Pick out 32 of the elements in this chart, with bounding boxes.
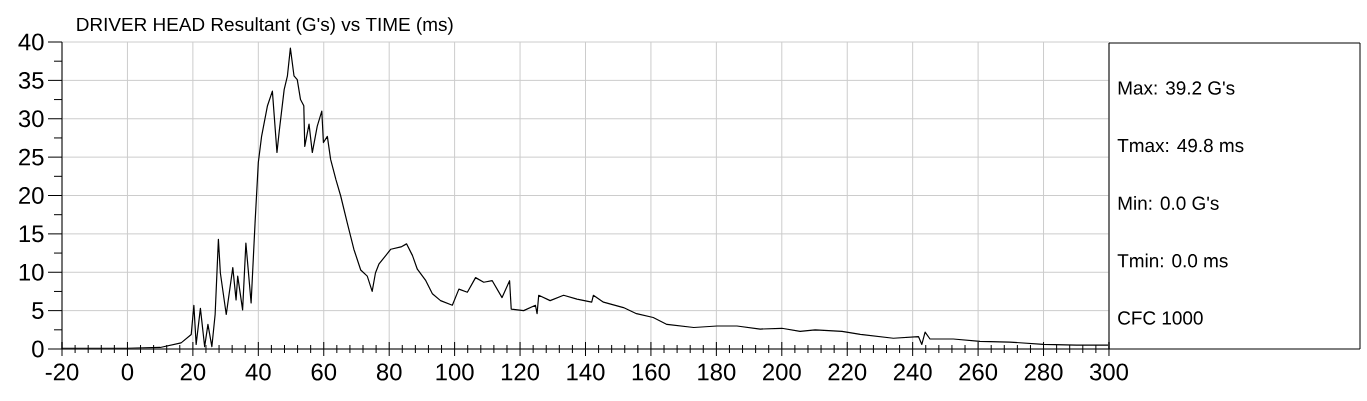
y-tick-label: 15 <box>19 225 44 243</box>
y-tick-label: 0 <box>32 340 44 358</box>
x-tick-label: 160 <box>632 363 670 381</box>
x-tick-label: 200 <box>763 363 801 381</box>
y-tick-label: 40 <box>18 33 44 51</box>
x-tick-label: -20 <box>45 363 79 381</box>
x-tick-label: 60 <box>311 363 337 381</box>
y-tick-label: 5 <box>32 302 44 319</box>
x-tick-label: 180 <box>698 363 736 381</box>
text: CFC 1000 <box>1118 311 1203 325</box>
x-tick-label: 280 <box>1024 363 1063 381</box>
x-tick-label: 260 <box>959 363 998 381</box>
x-tick-label: 20 <box>180 363 206 381</box>
x-tick-label: 40 <box>245 363 271 381</box>
text: Tmax: 49.8 ms <box>1117 138 1244 153</box>
text: Min: 0.0 G's <box>1118 196 1219 210</box>
x-tick-label: 300 <box>1089 363 1128 381</box>
y-tick-label: 10 <box>19 263 44 281</box>
y-tick-label: 20 <box>19 187 44 204</box>
text: Tmin: 0.0 ms <box>1117 253 1228 268</box>
y-tick-label: 35 <box>18 71 44 89</box>
y-tick-label: 25 <box>19 148 44 166</box>
x-tick-label: 0 <box>121 363 134 381</box>
y-tick-label: 30 <box>18 110 44 128</box>
x-tick-label: 120 <box>501 363 540 381</box>
x-tick-label: 80 <box>376 363 402 381</box>
x-tick-label: 140 <box>567 363 605 381</box>
x-tick-label: 100 <box>436 363 474 381</box>
x-tick-label: 240 <box>893 363 932 381</box>
chart-title: DRIVER HEAD Resultant (G's) vs TIME (ms) <box>77 17 453 35</box>
x-tick-label: 220 <box>828 363 867 381</box>
text: Max: 39.2 G's <box>1118 81 1235 95</box>
